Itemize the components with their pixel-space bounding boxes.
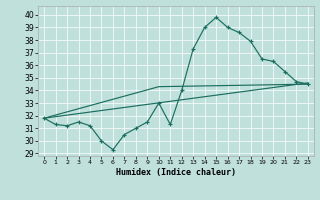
X-axis label: Humidex (Indice chaleur): Humidex (Indice chaleur) (116, 168, 236, 177)
